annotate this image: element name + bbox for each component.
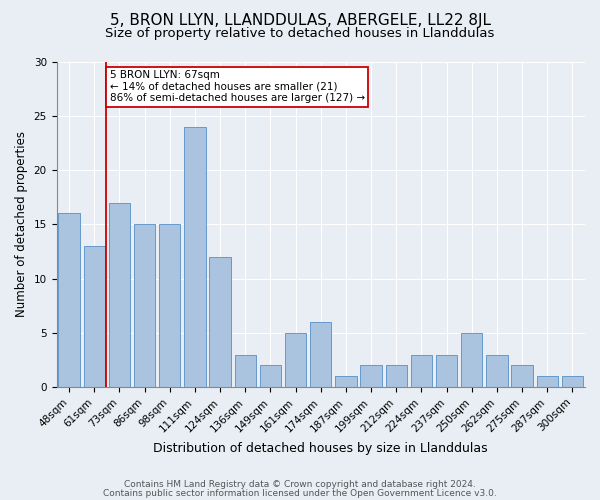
Text: Contains HM Land Registry data © Crown copyright and database right 2024.: Contains HM Land Registry data © Crown c… (124, 480, 476, 489)
Bar (511, 366, 533, 387)
Bar (461, 333, 482, 387)
Y-axis label: Number of detached properties: Number of detached properties (15, 132, 28, 318)
Bar (109, 202, 130, 387)
Text: Size of property relative to detached houses in Llanddulas: Size of property relative to detached ho… (106, 28, 494, 40)
Bar (260, 366, 281, 387)
Bar (536, 376, 558, 387)
Bar (235, 354, 256, 387)
Bar (361, 366, 382, 387)
Bar (411, 354, 432, 387)
Bar (209, 257, 231, 387)
Bar (310, 322, 331, 387)
Bar (159, 224, 181, 387)
Bar (58, 214, 80, 387)
Bar (134, 224, 155, 387)
Bar (83, 246, 105, 387)
Text: 5 BRON LLYN: 67sqm
← 14% of detached houses are smaller (21)
86% of semi-detache: 5 BRON LLYN: 67sqm ← 14% of detached hou… (110, 70, 365, 103)
X-axis label: Distribution of detached houses by size in Llanddulas: Distribution of detached houses by size … (154, 442, 488, 455)
Bar (436, 354, 457, 387)
Bar (285, 333, 306, 387)
Text: Contains public sector information licensed under the Open Government Licence v3: Contains public sector information licen… (103, 488, 497, 498)
Bar (486, 354, 508, 387)
Bar (184, 126, 206, 387)
Bar (386, 366, 407, 387)
Text: 5, BRON LLYN, LLANDDULAS, ABERGELE, LL22 8JL: 5, BRON LLYN, LLANDDULAS, ABERGELE, LL22… (110, 12, 491, 28)
Bar (562, 376, 583, 387)
Bar (335, 376, 356, 387)
